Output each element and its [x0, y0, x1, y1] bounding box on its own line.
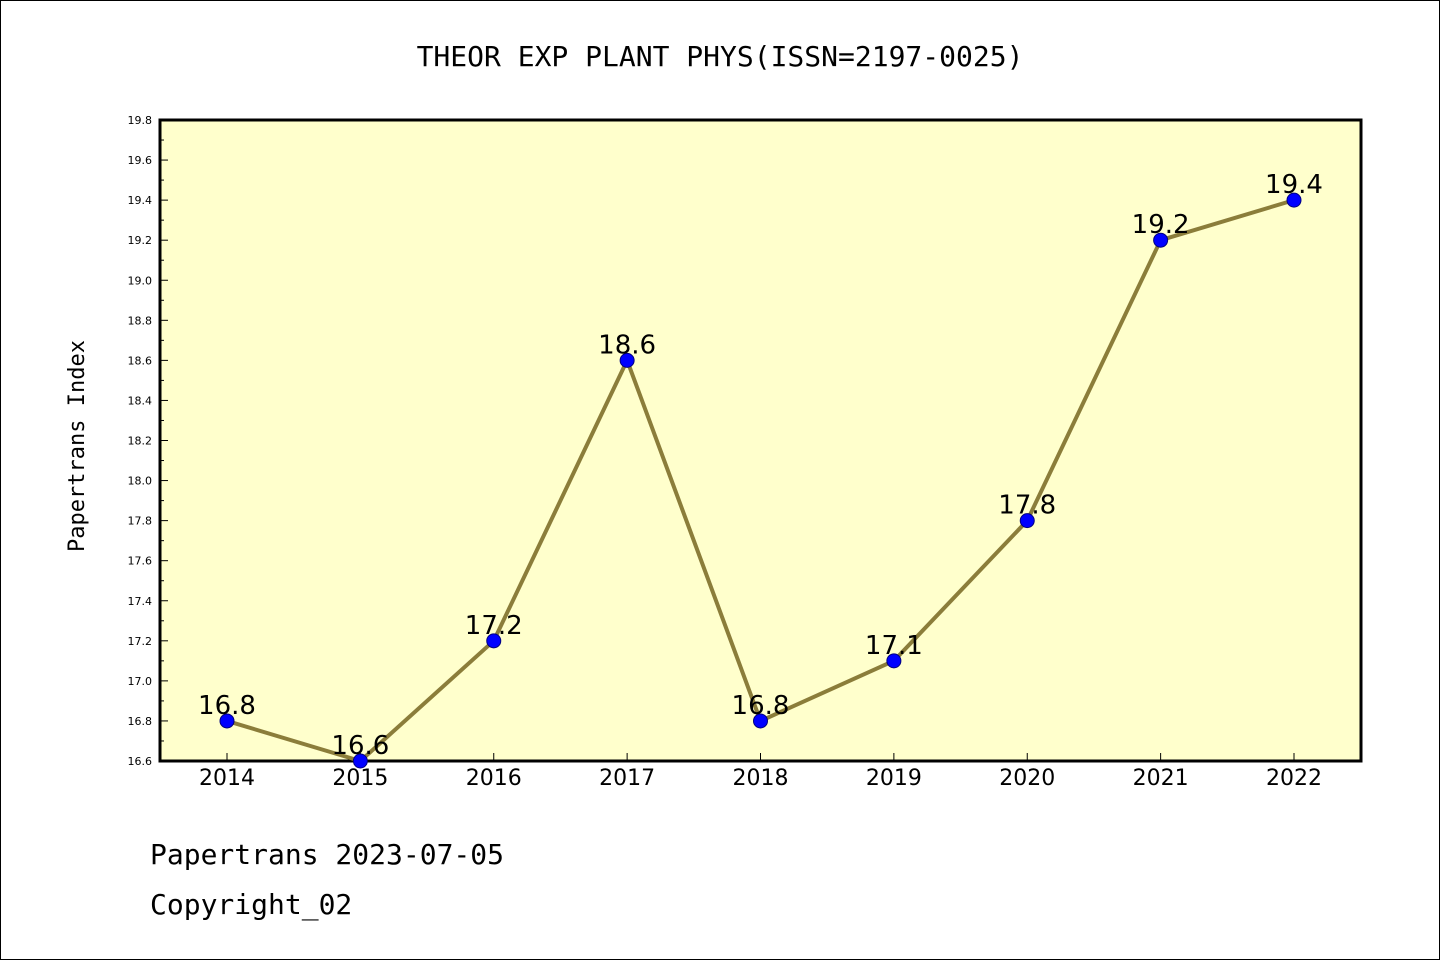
y-tick-label: 16.8	[128, 715, 153, 728]
data-point	[219, 713, 235, 729]
y-tick-label: 17.0	[128, 675, 153, 688]
data-point	[619, 352, 635, 368]
y-tick-label: 17.4	[128, 595, 153, 608]
data-label: 17.2	[465, 611, 523, 641]
y-tick-label: 19.2	[128, 234, 153, 247]
y-tick-label: 19.8	[128, 114, 153, 127]
x-tick-label: 2022	[1266, 766, 1322, 791]
data-label: 18.6	[598, 330, 656, 360]
data-point	[1286, 192, 1302, 208]
x-axis-ticks: 2014 2015 2016 2017 2018 2019 2020 2021 2022	[199, 753, 1322, 791]
footer-date: Papertrans 2023-07-05	[150, 838, 504, 871]
plot-area	[158, 118, 1363, 763]
data-label: 17.8	[998, 491, 1056, 521]
x-tick-label: 2020	[999, 766, 1055, 791]
data-point	[1019, 513, 1035, 529]
data-point	[486, 633, 502, 649]
y-tick-label: 18.2	[128, 435, 153, 448]
data-label: 16.8	[198, 691, 256, 721]
y-tick-label: 17.2	[128, 635, 153, 648]
y-tick-label: 18.8	[128, 314, 153, 327]
x-tick-label: 2015	[332, 766, 388, 791]
y-tick-label: 19.6	[128, 154, 153, 167]
data-label: 16.6	[331, 731, 389, 761]
data-point	[352, 753, 368, 769]
y-tick-label: 18.6	[128, 354, 153, 367]
y-tick-label: 17.6	[128, 555, 153, 568]
y-tick-label: 18.4	[128, 394, 153, 407]
footer-copyright: Copyright_02	[150, 888, 352, 922]
y-tick-label: 19.4	[128, 194, 153, 207]
chart-title: THEOR EXP PLANT PHYS(ISSN=2197-0025)	[417, 40, 1024, 73]
x-tick-label: 2017	[599, 766, 655, 791]
x-tick-label: 2021	[1133, 766, 1189, 791]
x-tick-label: 2019	[866, 766, 922, 791]
y-tick-label: 17.8	[128, 515, 153, 528]
y-tick-label: 18.0	[128, 475, 153, 488]
x-tick-label: 2016	[466, 766, 522, 791]
data-label: 17.1	[865, 631, 923, 661]
data-labels: 16.8 16.6 17.2 18.6 16.8 17.1 17.8 19.2 19.4	[198, 170, 1323, 761]
x-tick-label: 2018	[733, 766, 789, 791]
y-tick-label: 16.6	[128, 755, 153, 768]
x-tick-label: 2014	[199, 766, 255, 791]
data-point	[753, 713, 768, 729]
y-axis-label: Papertrans Index	[65, 340, 90, 552]
data-label: 19.2	[1132, 210, 1190, 240]
data-point	[1153, 232, 1169, 248]
data-label: 16.8	[732, 691, 790, 721]
y-axis-ticks: 16.6 16.8 17.0 17.2 17.4 17.6 17.8 18.0 18.2 18.4…	[128, 114, 168, 768]
series-markers	[219, 192, 1302, 769]
y-tick-label: 19.0	[128, 274, 153, 287]
data-label: 19.4	[1265, 170, 1323, 200]
data-point	[886, 653, 902, 669]
